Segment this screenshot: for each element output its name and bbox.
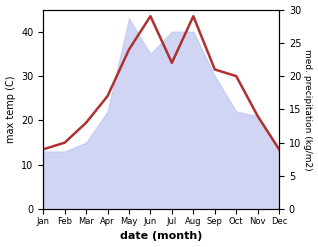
Y-axis label: max temp (C): max temp (C) xyxy=(5,76,16,143)
X-axis label: date (month): date (month) xyxy=(120,231,202,242)
Y-axis label: med. precipitation (kg/m2): med. precipitation (kg/m2) xyxy=(303,49,313,170)
